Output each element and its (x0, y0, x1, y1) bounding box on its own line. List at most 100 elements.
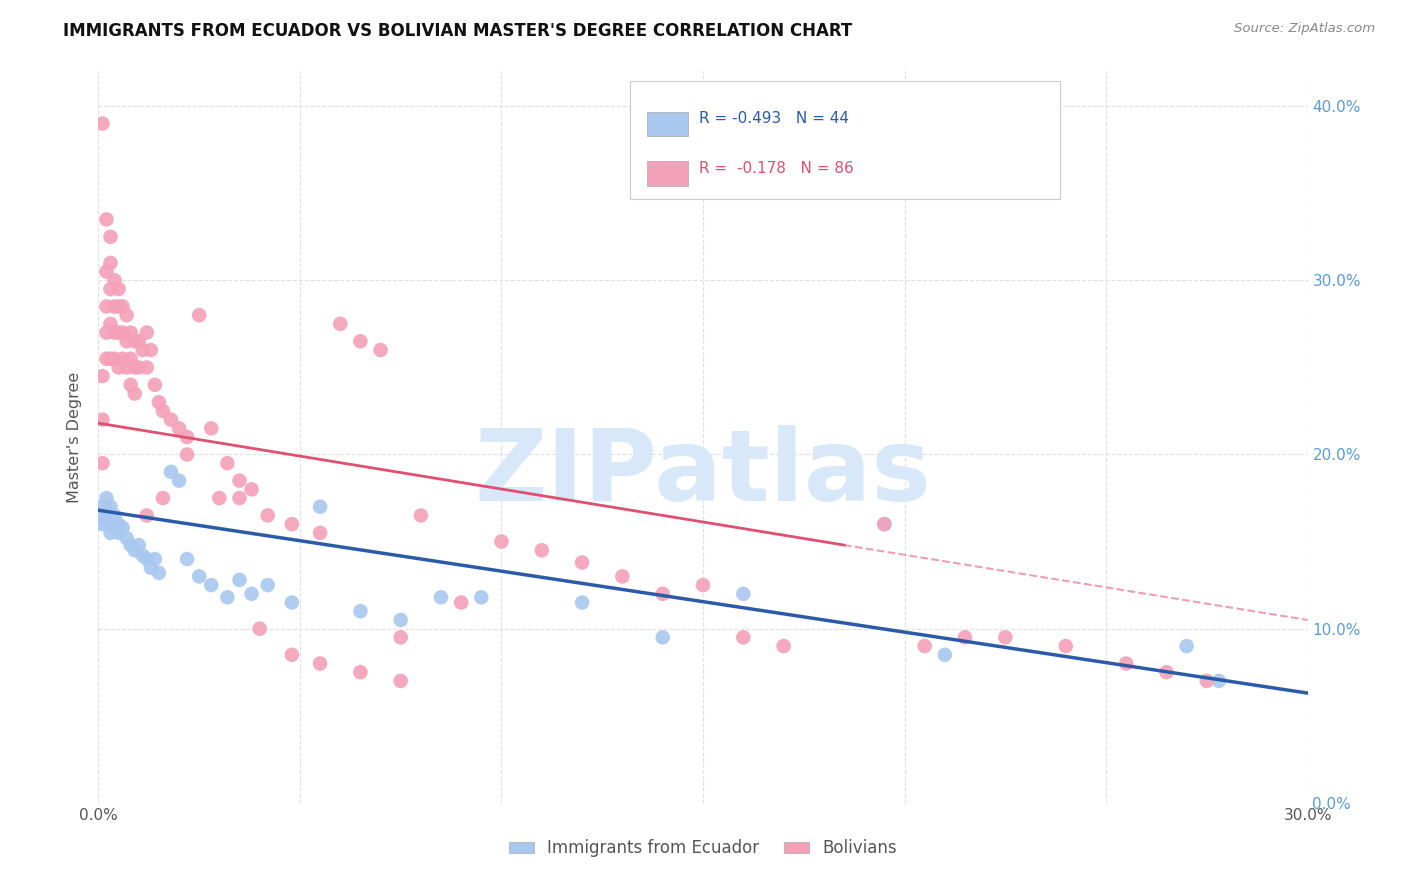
Point (349, 334, 371, 349)
Point (217, 456, 239, 470)
Point (120, 326, 142, 340)
Point (96, 212, 118, 227)
Point (91, 456, 114, 470)
Point (873, 517, 896, 532)
FancyBboxPatch shape (647, 161, 689, 186)
Point (160, 412, 183, 426)
Point (132, 549, 155, 563)
Point (256, 508, 278, 523)
Point (100, 256, 122, 270)
Point (329, 317, 352, 331)
Point (228, 491, 250, 505)
Point (96, 514, 118, 528)
Point (994, 631, 1017, 645)
Point (91, 369, 114, 384)
Point (100, 317, 122, 331)
Point (571, 556, 593, 570)
Point (309, 525, 332, 540)
Point (143, 377, 166, 392)
Point (135, 360, 157, 375)
Point (167, 421, 190, 435)
Point (152, 404, 174, 418)
Point (208, 491, 231, 505)
Point (103, 351, 125, 366)
Point (100, 525, 122, 540)
Point (240, 587, 263, 601)
FancyBboxPatch shape (630, 81, 1060, 200)
Point (143, 552, 166, 566)
Point (200, 578, 222, 592)
Point (1156, 665, 1178, 680)
Point (96, 265, 118, 279)
Point (1115, 657, 1137, 671)
Point (160, 465, 183, 479)
Point (188, 569, 211, 583)
FancyBboxPatch shape (647, 112, 689, 136)
Point (249, 622, 271, 636)
Point (120, 351, 142, 366)
Point (953, 631, 976, 645)
Point (91, 508, 114, 523)
Point (107, 282, 129, 296)
Point (111, 326, 134, 340)
Point (111, 300, 134, 314)
Point (389, 631, 412, 645)
Point (188, 308, 211, 322)
Point (100, 229, 122, 244)
Point (128, 334, 150, 349)
Point (309, 657, 332, 671)
Point (107, 326, 129, 340)
Point (1195, 673, 1218, 688)
Point (128, 360, 150, 375)
Point (91, 117, 114, 131)
Text: ZIPatlas: ZIPatlas (475, 425, 931, 522)
Point (873, 517, 896, 532)
Point (96, 300, 118, 314)
Legend: Immigrants from Ecuador, Bolivians: Immigrants from Ecuador, Bolivians (502, 832, 904, 864)
Point (349, 665, 371, 680)
Point (96, 351, 118, 366)
Point (470, 591, 492, 605)
Point (91, 500, 114, 514)
Text: R = -0.493   N = 44: R = -0.493 N = 44 (699, 112, 849, 127)
Point (1054, 639, 1077, 653)
Point (120, 538, 142, 552)
Y-axis label: Master's Degree: Master's Degree (67, 371, 83, 503)
Point (772, 639, 794, 653)
Point (1208, 673, 1230, 688)
Point (135, 326, 157, 340)
Point (167, 474, 190, 488)
Point (132, 343, 155, 357)
Point (103, 300, 125, 314)
Point (91, 517, 114, 532)
Point (152, 491, 174, 505)
Point (281, 517, 304, 532)
Text: Source: ZipAtlas.com: Source: ZipAtlas.com (1234, 22, 1375, 36)
Point (115, 360, 138, 375)
Point (120, 377, 142, 392)
Point (107, 300, 129, 314)
Point (115, 308, 138, 322)
Point (176, 430, 198, 444)
Point (100, 351, 122, 366)
Point (103, 273, 125, 287)
Point (934, 648, 956, 662)
Point (111, 521, 134, 535)
Point (96, 503, 118, 517)
Point (100, 282, 122, 296)
Point (430, 591, 453, 605)
Point (228, 573, 250, 587)
Point (139, 560, 162, 574)
Point (450, 595, 472, 609)
Text: IMMIGRANTS FROM ECUADOR VS BOLIVIAN MASTER'S DEGREE CORRELATION CHART: IMMIGRANTS FROM ECUADOR VS BOLIVIAN MAST… (63, 22, 852, 40)
Point (128, 538, 150, 552)
Point (370, 343, 392, 357)
Point (281, 595, 304, 609)
Point (389, 673, 412, 688)
Point (176, 448, 198, 462)
Point (228, 474, 250, 488)
Point (148, 395, 170, 409)
Text: R =  -0.178   N = 86: R = -0.178 N = 86 (699, 161, 853, 176)
Point (96, 326, 118, 340)
Point (107, 360, 129, 375)
